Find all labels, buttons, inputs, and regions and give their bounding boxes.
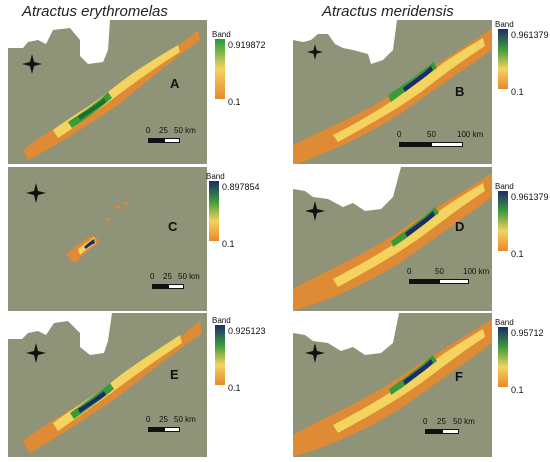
- legend-b: Band 0.961379 0.1: [495, 20, 549, 97]
- suitability-map-d: [293, 167, 492, 311]
- suitability-map-a: [8, 20, 200, 160]
- panel-letter: B: [455, 84, 465, 99]
- scale-bar: 0 25 50 km: [421, 417, 489, 439]
- legend-c: Band 0.897854 0.1: [206, 172, 260, 249]
- scale-bar: 0 25 50 km: [144, 126, 204, 148]
- north-star-icon: [22, 54, 42, 74]
- legend-a: Band 0.919872 0.1: [212, 30, 266, 107]
- color-ramp: [209, 181, 219, 241]
- map-panel-c: C 0 25 50 km: [8, 167, 207, 311]
- color-ramp: [498, 29, 508, 89]
- panel-letter: C: [168, 219, 178, 234]
- map-panel-e: E 0 25 50 km: [8, 313, 207, 457]
- north-star-icon: [307, 44, 327, 64]
- north-star-icon: [26, 183, 46, 203]
- left-column-title: Atractus erythromelas: [22, 3, 168, 20]
- scale-bar: 0 25 50 km: [144, 415, 204, 437]
- panel-letter: F: [455, 369, 463, 384]
- legend-f: Band 0.95712 0.1: [495, 318, 544, 395]
- suitability-map-c: [66, 201, 128, 263]
- map-panel-b: B 0 50 100 km: [293, 20, 492, 164]
- suitability-map-f: [293, 313, 492, 457]
- scale-bar: 0 25 50 km: [148, 272, 206, 294]
- map-panel-a: A 0 25 50 km: [8, 20, 207, 164]
- color-ramp: [498, 191, 508, 251]
- panel-letter: A: [170, 76, 180, 91]
- north-star-icon: [26, 343, 46, 363]
- color-ramp: [215, 39, 225, 99]
- panel-letter: D: [455, 219, 465, 234]
- scale-bar: 0 50 100 km: [405, 267, 490, 289]
- map-panel-d: D 0 50 100 km: [293, 167, 492, 311]
- color-ramp: [215, 325, 225, 385]
- legend-d: Band 0.961379 0.1: [495, 182, 549, 259]
- suitability-map-e: [8, 313, 202, 453]
- panel-letter: E: [170, 367, 179, 382]
- scale-bar: 0 50 100 km: [395, 130, 490, 152]
- suitability-map-b: [293, 20, 492, 164]
- north-star-icon: [305, 343, 325, 363]
- north-star-icon: [305, 201, 325, 221]
- color-ramp: [498, 327, 508, 387]
- legend-e: Band 0.925123 0.1: [212, 316, 266, 393]
- map-panel-f: F 0 25 50 km: [293, 313, 492, 457]
- right-column-title: Atractus meridensis: [322, 3, 454, 20]
